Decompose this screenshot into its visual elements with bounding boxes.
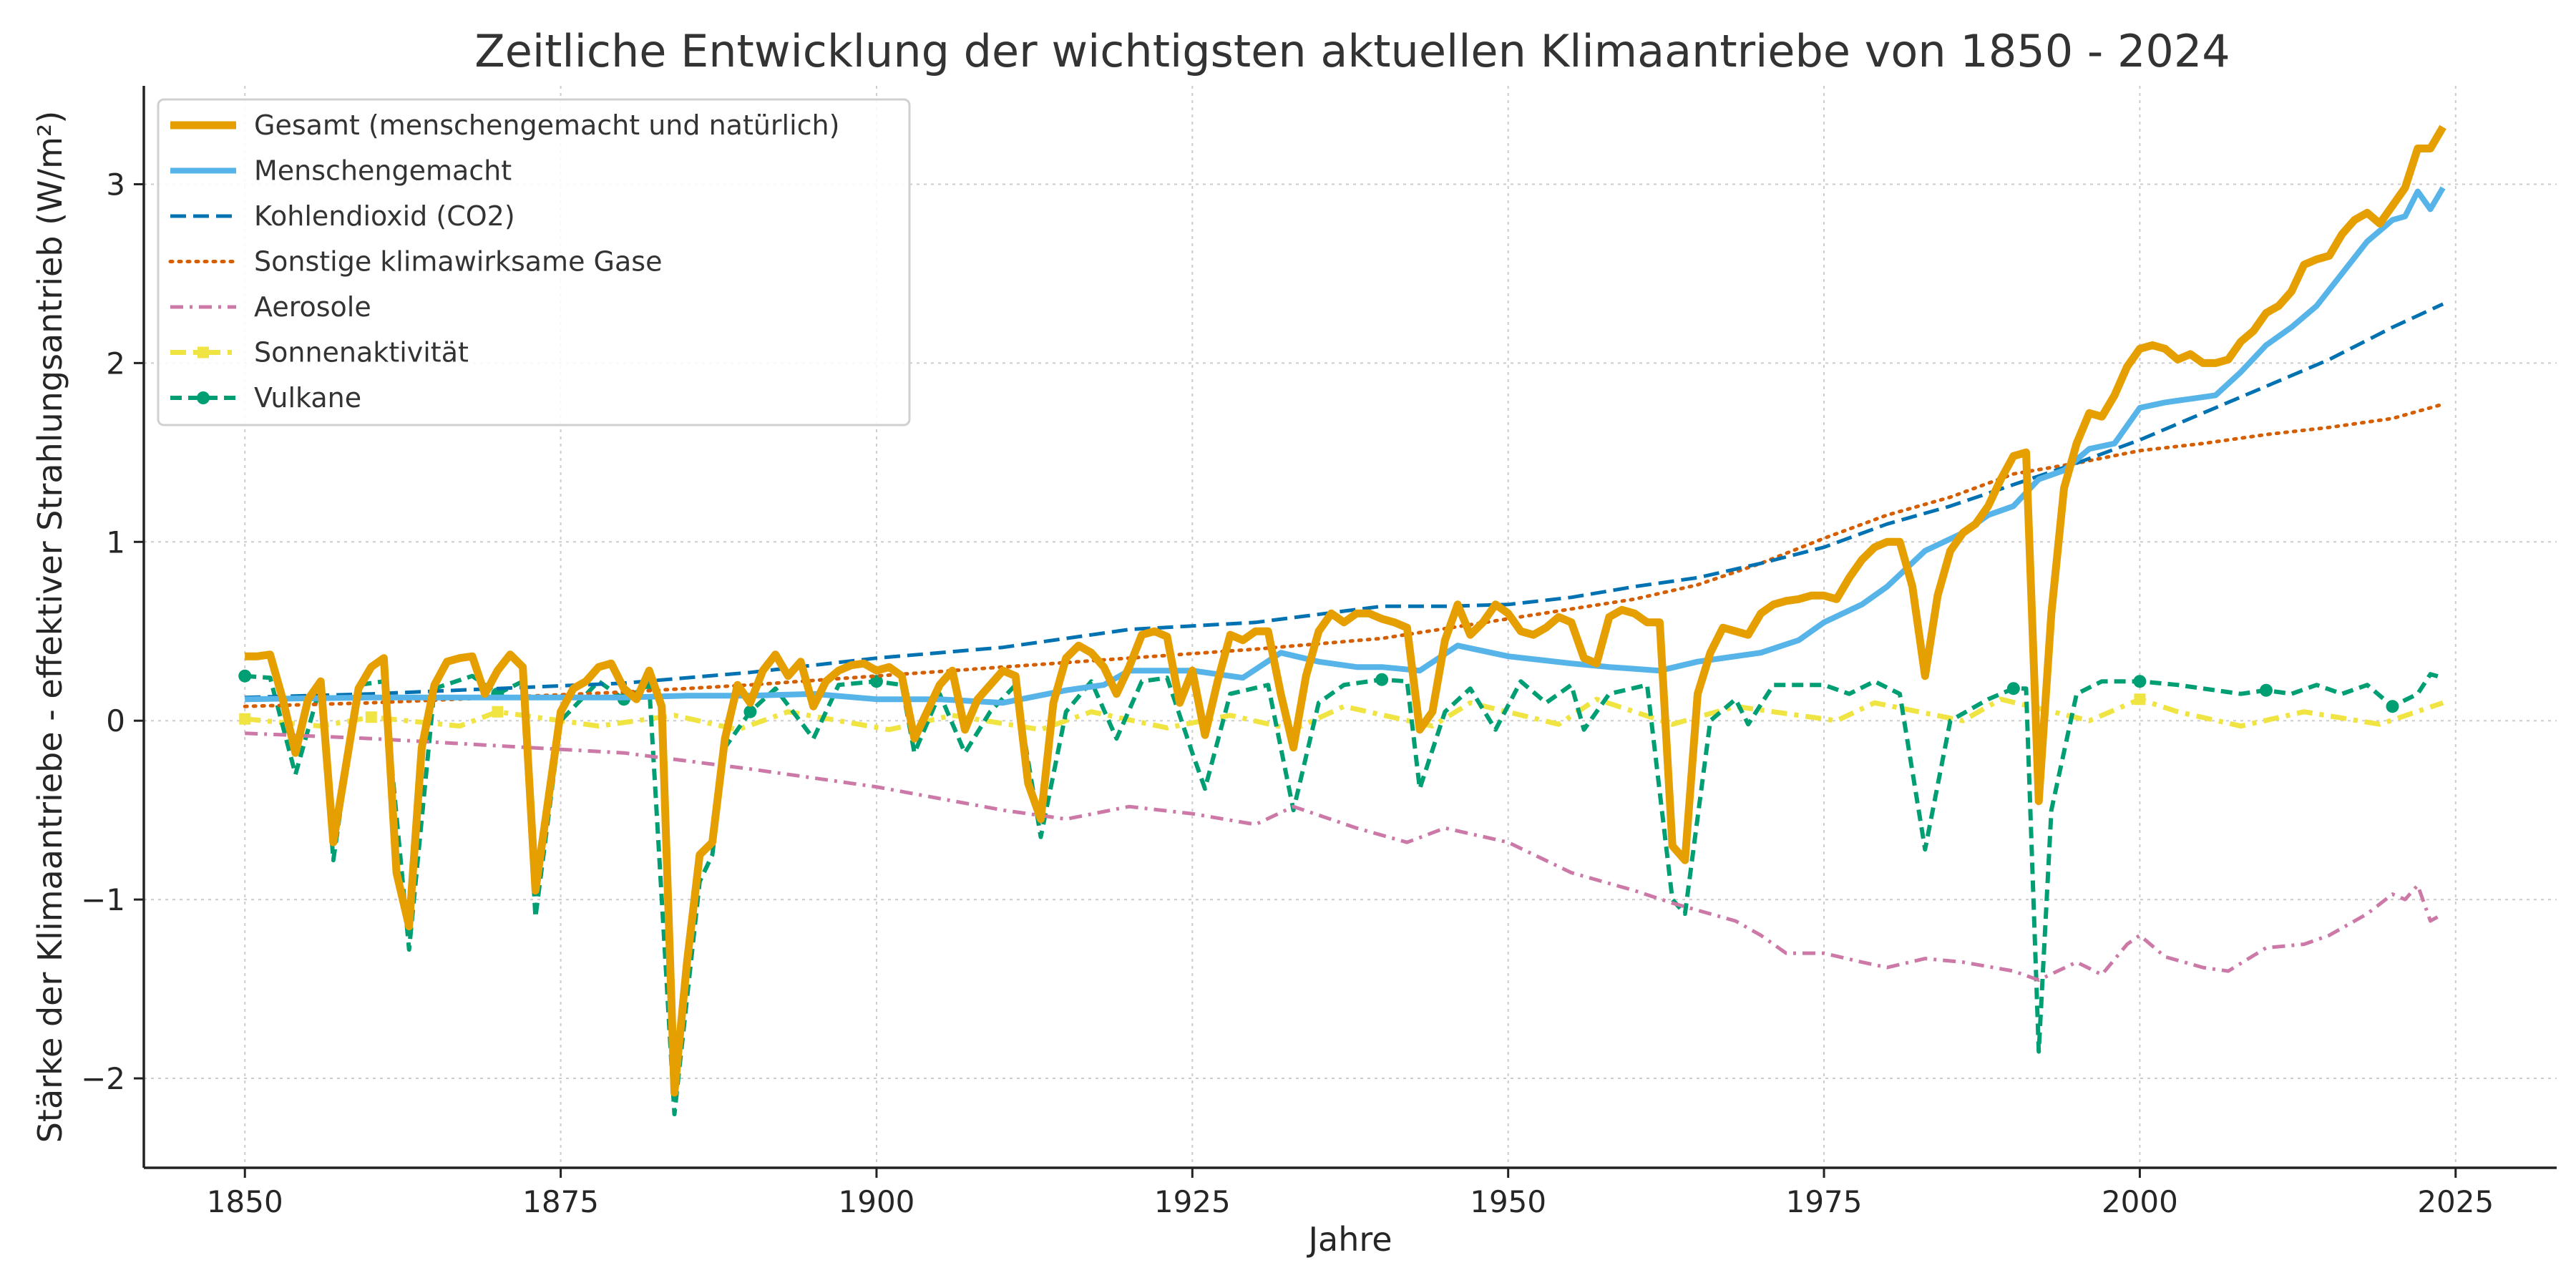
- legend-item: Menschengemacht: [170, 155, 512, 187]
- x-tick-label: 1975: [1786, 1184, 1863, 1219]
- legend-item: Aerosole: [170, 291, 371, 323]
- y-tick-label: 1: [106, 525, 125, 560]
- series-marker: [239, 713, 251, 725]
- x-axis-label: Jahre: [1306, 1220, 1392, 1259]
- ticks: 1850 1875 1900 1925 1950 1975 2000 2025 −2 −1 0 1 2 3: [81, 167, 2494, 1219]
- series-3: [243, 402, 2445, 708]
- series-line: [244, 696, 2444, 733]
- y-tick-label: −1: [81, 882, 125, 917]
- legend-item: Vulkane: [170, 382, 361, 414]
- y-tick-label: 3: [106, 167, 125, 202]
- series-1: [245, 186, 2446, 706]
- series-marker: [2006, 682, 2020, 696]
- series-marker: [197, 391, 210, 404]
- y-tick-label: −2: [81, 1061, 125, 1096]
- series-marker: [365, 711, 377, 723]
- x-tick-label: 1850: [207, 1184, 283, 1219]
- series-line: [244, 672, 2444, 1116]
- y-axis-label: Stärke der Klimaantriebe - effektiver St…: [31, 111, 69, 1143]
- legend-item: Sonstige klimawirksame Gase: [168, 246, 662, 278]
- chart-title: Zeitliche Entwicklung der wichtigsten ak…: [474, 25, 2230, 77]
- x-tick-label: 1950: [1470, 1184, 1546, 1219]
- y-tick-label: 0: [106, 703, 125, 738]
- series-4: [245, 731, 2444, 982]
- series-line: [245, 186, 2446, 706]
- y-tick-label: 2: [106, 346, 125, 381]
- series-line: [245, 731, 2444, 982]
- x-tick-label: 2000: [2102, 1184, 2178, 1219]
- series-6: [238, 669, 2444, 1116]
- legend-label: Menschengemacht: [254, 155, 512, 187]
- legend-label: Sonnenaktivität: [254, 337, 469, 369]
- series-marker: [743, 705, 757, 718]
- legend-label: Vulkane: [254, 382, 361, 414]
- series-0: [245, 125, 2446, 1097]
- series-marker: [2133, 675, 2147, 688]
- series-layer: [238, 125, 2446, 1116]
- series-5: [239, 693, 2444, 733]
- x-tick-label: 2025: [2417, 1184, 2494, 1219]
- legend-label: Gesamt (menschengemacht und natürlich): [254, 109, 839, 141]
- legend-box: [157, 98, 911, 426]
- series-marker: [2134, 693, 2146, 706]
- series-marker: [1375, 673, 1389, 686]
- series-marker: [197, 346, 209, 358]
- x-tick-label: 1875: [522, 1184, 599, 1219]
- legend-item: Kohlendioxid (CO2): [170, 200, 515, 232]
- series-marker: [238, 669, 252, 683]
- series-marker: [869, 675, 883, 688]
- legend-label: Kohlendioxid (CO2): [254, 200, 515, 232]
- x-tick-label: 1900: [839, 1184, 915, 1219]
- series-marker: [2259, 683, 2273, 697]
- x-tick-label: 1925: [1154, 1184, 1231, 1219]
- legend-item: Sonnenaktivität: [170, 337, 469, 369]
- series-line: [243, 402, 2445, 708]
- legend-item: Gesamt (menschengemacht und natürlich): [170, 109, 839, 141]
- series-marker: [2386, 700, 2399, 713]
- series-marker: [492, 706, 504, 718]
- axes: [142, 86, 2557, 1169]
- series-line: [245, 125, 2446, 1097]
- legend-label: Aerosole: [254, 291, 371, 323]
- legend-label: Sonstige klimawirksame Gase: [254, 246, 662, 278]
- legend: Gesamt (menschengemacht und natürlich) Me…: [157, 98, 911, 426]
